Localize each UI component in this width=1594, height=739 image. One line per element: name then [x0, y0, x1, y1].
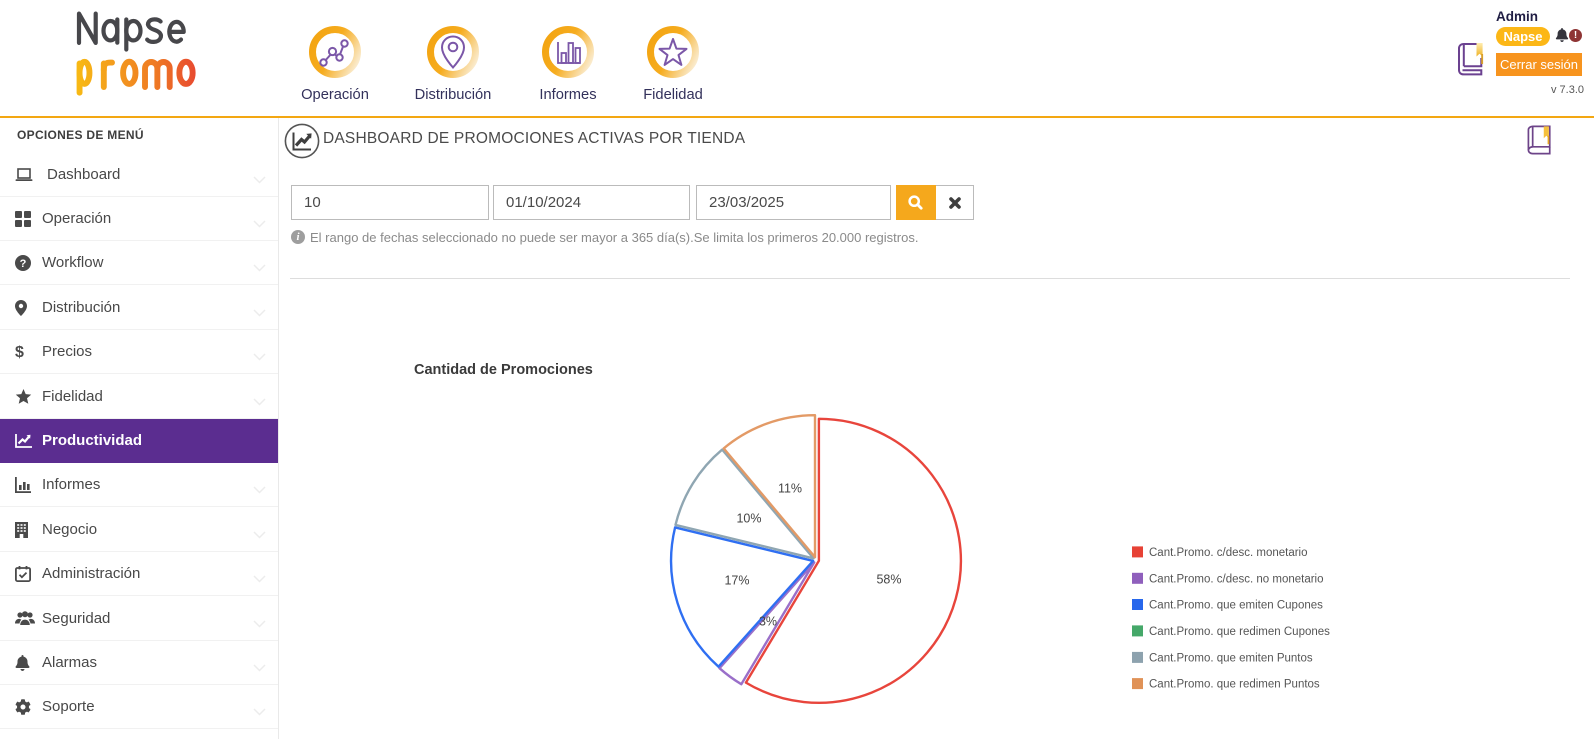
svg-text:Cant.Promo. c/desc. monetario: Cant.Promo. c/desc. monetario [1149, 547, 1308, 559]
svg-text:Cant.Promo. que redimen Cupone: Cant.Promo. que redimen Cupones [1149, 626, 1330, 638]
svg-text:Cant.Promo. que emiten Puntos: Cant.Promo. que emiten Puntos [1149, 653, 1313, 665]
svg-text:Cant.Promo. que emiten Cupones: Cant.Promo. que emiten Cupones [1149, 600, 1323, 612]
svg-text:?: ? [20, 258, 27, 270]
svg-text:11%: 11% [778, 482, 802, 496]
svg-text:10%: 10% [736, 512, 761, 526]
svg-text:Cant.Promo. c/desc. no monetar: Cant.Promo. c/desc. no monetario [1149, 573, 1324, 585]
svg-text:58%: 58% [876, 573, 901, 587]
svg-text:Cant.Promo. que redimen Puntos: Cant.Promo. que redimen Puntos [1149, 679, 1320, 691]
svg-text:17%: 17% [724, 574, 749, 588]
svg-text:3%: 3% [759, 615, 777, 629]
